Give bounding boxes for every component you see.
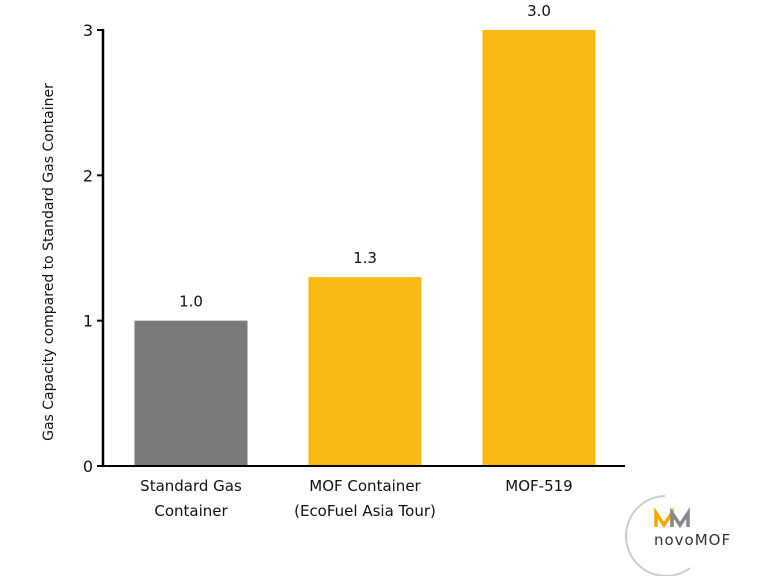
x-tick-label: Container — [154, 502, 228, 520]
x-tick-label: MOF-519 — [505, 477, 572, 495]
y-axis-title: Gas Capacity compared to Standard Gas Co… — [41, 83, 57, 441]
y-tick-label: 2 — [83, 166, 93, 185]
y-tick-label: 3 — [83, 21, 93, 40]
x-tick-label: (EcoFuel Asia Tour) — [294, 502, 436, 520]
y-tick-label: 1 — [83, 312, 93, 331]
data-label: 1.0 — [179, 293, 203, 311]
x-tick-label: Standard Gas — [140, 477, 242, 495]
bar — [134, 320, 248, 466]
y-tick-label: 0 — [83, 457, 93, 476]
bar — [308, 277, 422, 466]
data-label: 3.0 — [527, 2, 551, 20]
novomof-logo: novoMOF — [625, 495, 731, 576]
bar — [482, 30, 596, 466]
data-label: 1.3 — [353, 249, 377, 267]
x-tick-label: MOF Container — [309, 477, 421, 495]
svg-text:novoMOF: novoMOF — [654, 531, 731, 549]
